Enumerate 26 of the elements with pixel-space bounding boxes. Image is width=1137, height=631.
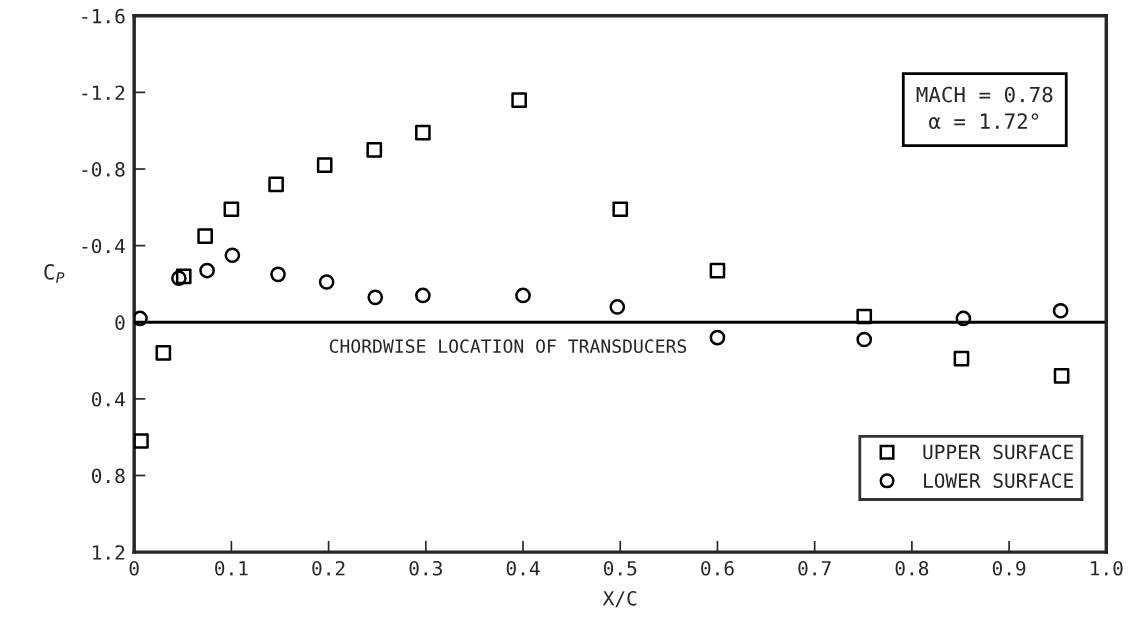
x-tick-label: 0.2 <box>312 560 345 576</box>
x-tick-label: 0.4 <box>506 560 540 576</box>
y-tick-label: -1.6 <box>82 8 125 24</box>
x-tick-label: 0.6 <box>701 560 734 576</box>
y-tick-label: 1.2 <box>93 545 125 560</box>
y-tick-label: 0 <box>115 315 125 330</box>
y-tick-label: -0.4 <box>82 238 125 254</box>
x-tick-label: 0.5 <box>603 560 637 576</box>
legend-label: LOWER SURFACE <box>924 473 1073 488</box>
x-tick-label: 1.0 <box>1091 560 1123 576</box>
annotation: MACH = 0.78 <box>916 86 1053 103</box>
y-tick-label: -1.2 <box>82 85 125 100</box>
x-tick-label: 0.3 <box>409 560 442 576</box>
x-tick-label: 0.7 <box>798 560 831 576</box>
y-axis-title: C$_{P}$ <box>44 263 65 283</box>
annotation: α = 1.72° <box>929 113 1039 130</box>
x-tick-label: 0.1 <box>215 560 248 576</box>
x-tick-label: 0.9 <box>992 560 1026 576</box>
legend-label: UPPER SURFACE <box>923 444 1073 460</box>
y-tick-label: -0.8 <box>82 162 125 177</box>
y-tick-label: 0.8 <box>91 468 125 484</box>
x-tick-label: 0.8 <box>895 560 929 576</box>
y-tick-label: 0.4 <box>91 391 125 407</box>
x-tick-label: 0 <box>129 560 139 576</box>
ref-line-label: CHORDWISE LOCATION OF TRANSDUCERS <box>329 339 687 353</box>
x-axis-title: X/C <box>602 590 637 608</box>
